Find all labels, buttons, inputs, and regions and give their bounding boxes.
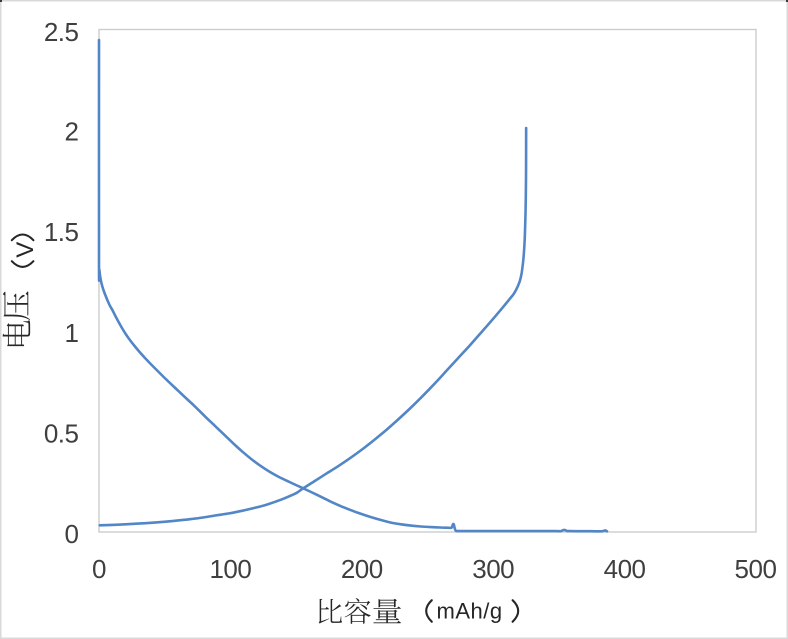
svg-text:1: 1 xyxy=(65,318,79,348)
svg-text:300: 300 xyxy=(472,554,514,584)
svg-text:V: V xyxy=(12,242,39,258)
svg-text:500: 500 xyxy=(735,554,777,584)
svg-text:0: 0 xyxy=(92,554,106,584)
svg-text:0: 0 xyxy=(65,519,79,549)
svg-text:2: 2 xyxy=(65,117,79,147)
svg-text:0.5: 0.5 xyxy=(44,418,79,448)
svg-text:1.5: 1.5 xyxy=(44,217,79,247)
svg-text:200: 200 xyxy=(341,554,383,584)
svg-text:100: 100 xyxy=(209,554,251,584)
svg-text:2.5: 2.5 xyxy=(44,17,79,47)
svg-text:mAh/g: mAh/g xyxy=(437,599,503,624)
svg-text:400: 400 xyxy=(604,554,646,584)
